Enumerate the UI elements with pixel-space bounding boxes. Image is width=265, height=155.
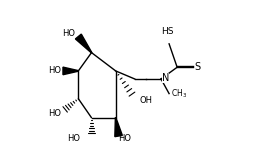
Polygon shape [115,118,122,137]
Text: HO: HO [48,66,61,75]
Text: HO: HO [68,135,81,144]
Text: HS: HS [161,27,173,36]
Text: N: N [162,73,169,83]
Text: HO: HO [119,135,132,144]
Polygon shape [76,34,92,53]
Text: HO: HO [48,109,61,118]
Text: OH: OH [139,96,152,105]
Polygon shape [63,67,78,75]
Text: HO: HO [62,29,75,38]
Text: CH$_3$: CH$_3$ [171,87,187,100]
Text: S: S [195,62,201,72]
